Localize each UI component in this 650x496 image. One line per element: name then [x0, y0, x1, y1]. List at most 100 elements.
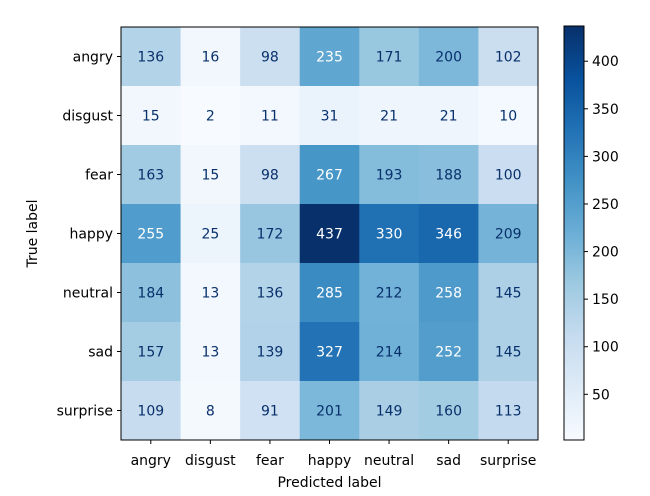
cell-value-label: 98 [261, 50, 279, 66]
cell-value-label: 113 [495, 404, 522, 420]
x-tick-label: angry [131, 453, 171, 469]
x-axis-ticks: angry disgust fear happy neutral sad surprise [131, 440, 536, 469]
cell-value-label: 102 [495, 50, 522, 66]
cell-value-label: 157 [137, 345, 164, 361]
cell-value-label: 330 [376, 227, 403, 243]
heatmap-cell [240, 381, 301, 441]
heatmap-cell [418, 381, 479, 441]
heatmap-cell [418, 27, 479, 87]
cell-value-label: 11 [261, 109, 279, 125]
colorbar-tick-label: 150 [592, 292, 619, 308]
cell-value-label: 98 [261, 168, 279, 184]
heatmap-cell [418, 204, 479, 264]
heatmap-cell [180, 86, 241, 146]
cell-value-label: 171 [376, 50, 403, 66]
heatmap-cell [121, 322, 182, 382]
cell-value-label: 188 [435, 168, 462, 184]
cell-value-label: 109 [137, 404, 164, 420]
y-tick-label: neutral [63, 286, 113, 302]
heatmap-cell [418, 86, 479, 146]
heatmap-cell [359, 204, 420, 264]
y-axis-label: True label [25, 199, 41, 268]
heatmap-cell [180, 27, 241, 87]
heatmap-cell [478, 381, 539, 441]
heatmap-cell [121, 263, 182, 323]
heatmap-cell [180, 204, 241, 264]
colorbar-tick-label: 200 [592, 245, 619, 261]
colorbar-tick-label: 350 [592, 102, 619, 118]
colorbar-tick-label: 300 [592, 149, 619, 165]
cell-value-label: 31 [321, 109, 339, 125]
cell-value-label: 2 [206, 109, 215, 125]
cell-value-label: 172 [257, 227, 284, 243]
y-tick-label: fear [85, 168, 113, 184]
cell-value-label: 13 [201, 286, 219, 302]
cell-value-label: 145 [495, 286, 522, 302]
heatmap-cells [121, 27, 539, 441]
heatmap-cell [359, 322, 420, 382]
cell-value-label: 25 [201, 227, 219, 243]
cell-value-label: 8 [206, 404, 215, 420]
cell-value-label: 100 [495, 168, 522, 184]
x-tick-label: neutral [364, 453, 414, 469]
heatmap-cell [121, 27, 182, 87]
cell-value-label: 15 [201, 168, 219, 184]
x-tick-label: surprise [480, 453, 536, 469]
heatmap-cell [478, 86, 539, 146]
x-tick-label: sad [436, 453, 461, 469]
cell-value-label: 184 [137, 286, 164, 302]
cell-value-label: 252 [435, 345, 462, 361]
cell-value-label: 346 [435, 227, 462, 243]
heatmap-cell [240, 263, 301, 323]
heatmap-cell [299, 381, 360, 441]
heatmap-cell [121, 145, 182, 205]
heatmap-cell [418, 322, 479, 382]
heatmap-cell [299, 263, 360, 323]
cell-value-label: 13 [201, 345, 219, 361]
cell-value-label: 160 [435, 404, 462, 420]
cell-value-label: 91 [261, 404, 279, 420]
heatmap-cell [299, 86, 360, 146]
colorbar [563, 25, 585, 441]
cell-value-label: 258 [435, 286, 462, 302]
cell-value-label: 193 [376, 168, 403, 184]
cell-value-label: 16 [201, 50, 219, 66]
y-tick-label: angry [73, 50, 113, 66]
cell-value-label: 136 [257, 286, 284, 302]
heatmap-cell [240, 322, 301, 382]
cell-value-label: 212 [376, 286, 403, 302]
cell-value-label: 285 [316, 286, 343, 302]
cell-value-label: 214 [376, 345, 403, 361]
heatmap-cell [180, 263, 241, 323]
heatmap-cell [478, 145, 539, 205]
heatmap-cell [240, 204, 301, 264]
cell-value-label: 327 [316, 345, 343, 361]
cell-value-label: 21 [440, 109, 458, 125]
heatmap-cell [240, 145, 301, 205]
cell-value-label: 201 [316, 404, 343, 420]
heatmap-cell [180, 381, 241, 441]
heatmap-cell [478, 27, 539, 87]
heatmap-cell [359, 86, 420, 146]
cell-value-label: 10 [499, 109, 517, 125]
x-tick-label: fear [256, 453, 284, 469]
heatmap-cell [478, 204, 539, 264]
heatmap-cell [240, 86, 301, 146]
cell-value-label: 209 [495, 227, 522, 243]
heatmap-cell [240, 27, 301, 87]
heatmap-cell [359, 27, 420, 87]
colorbar-tick-label: 400 [592, 54, 619, 70]
y-tick-label: surprise [57, 404, 113, 420]
cell-value-label: 255 [137, 227, 164, 243]
y-tick-label: disgust [62, 109, 113, 125]
heatmap-cell [359, 145, 420, 205]
colorbar-tick-label: 50 [592, 387, 610, 403]
heatmap-cell [478, 263, 539, 323]
cell-value-label: 139 [257, 345, 284, 361]
x-tick-label: happy [308, 453, 352, 469]
heatmap-cell [121, 204, 182, 264]
colorbar-tick-label: 100 [592, 340, 619, 356]
heatmap-cell [478, 322, 539, 382]
heatmap-cell [121, 86, 182, 146]
y-tick-label: sad [88, 345, 113, 361]
